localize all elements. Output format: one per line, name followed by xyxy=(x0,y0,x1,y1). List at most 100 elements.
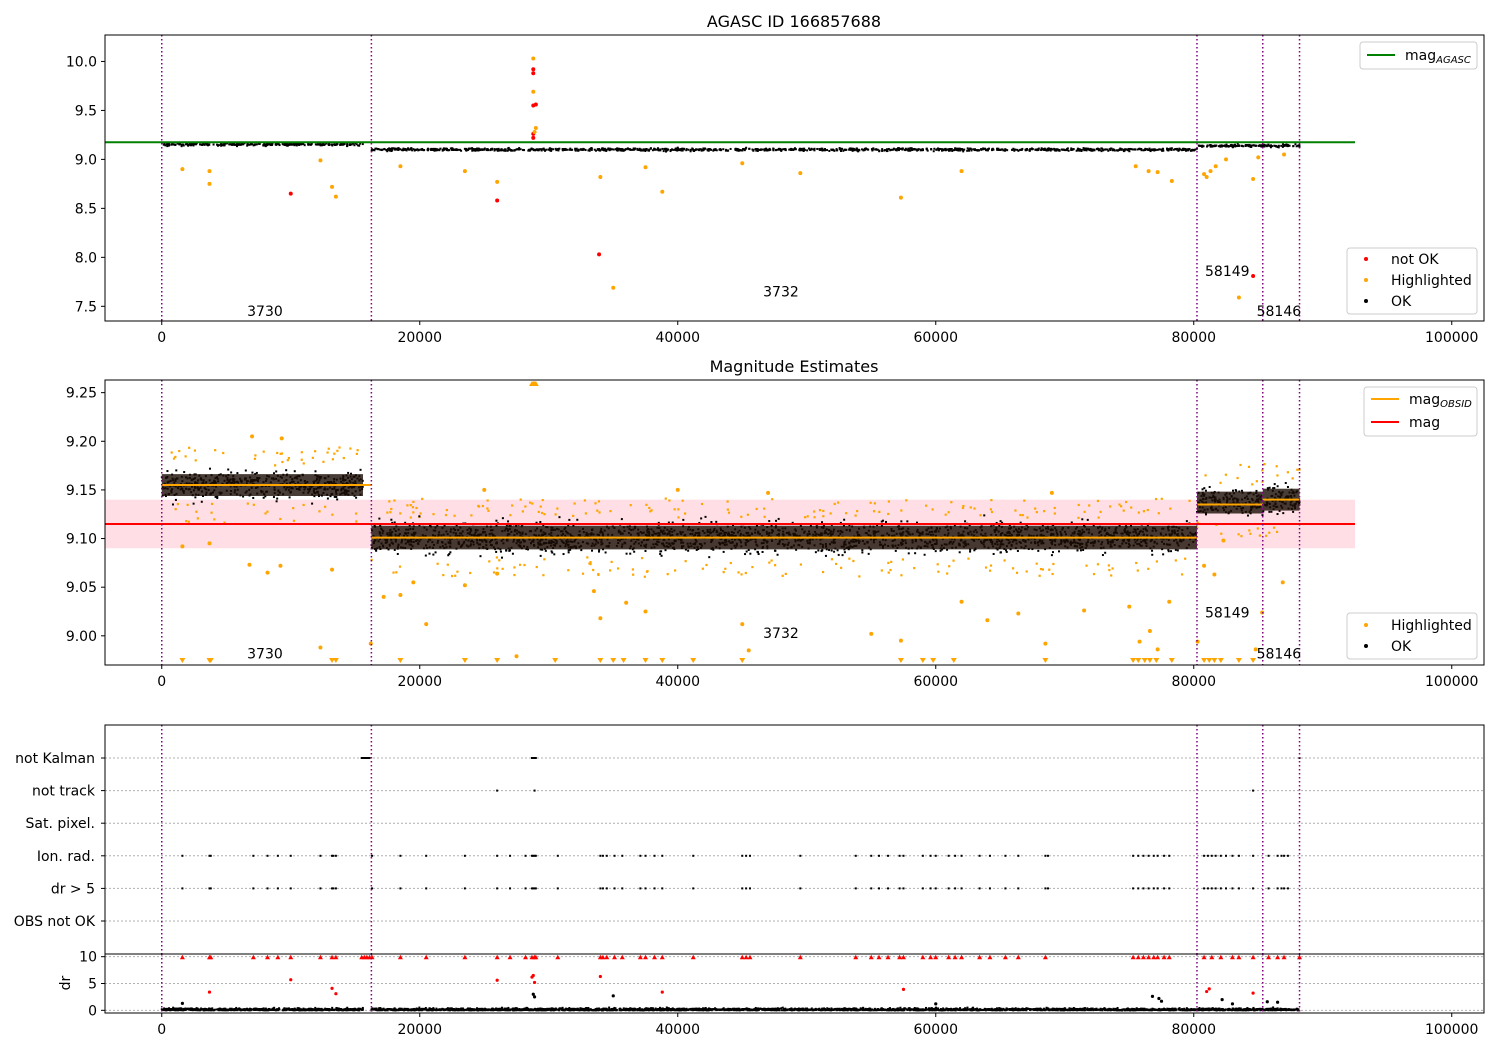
highlighted-point xyxy=(952,559,955,562)
ok-point xyxy=(810,147,813,150)
highlighted-point xyxy=(1224,473,1227,476)
highlighted-point xyxy=(813,510,816,513)
ok-point xyxy=(1195,147,1198,150)
ok-point xyxy=(968,524,971,527)
highlighted-point xyxy=(556,507,559,510)
ok-point xyxy=(205,143,208,146)
ok-point xyxy=(892,147,895,150)
highlighted-point xyxy=(486,499,489,502)
ok-point xyxy=(836,549,839,552)
highlighted-point xyxy=(180,167,185,172)
highlighted-point xyxy=(645,570,649,573)
ok-point xyxy=(1201,488,1204,491)
highlighted-point xyxy=(597,572,600,576)
ok-point xyxy=(842,149,845,152)
ok-point xyxy=(745,550,748,553)
ok-point xyxy=(1231,145,1234,148)
ok-point xyxy=(1006,149,1009,152)
ok-point xyxy=(712,548,715,551)
ok-point xyxy=(800,147,803,150)
ok-point xyxy=(782,148,785,151)
ok-point xyxy=(182,143,185,146)
ok-point xyxy=(765,148,768,151)
highlighted-point xyxy=(411,580,416,585)
ok-point xyxy=(562,148,565,151)
ok-point xyxy=(892,148,895,151)
ok-point xyxy=(550,147,553,150)
ok-point xyxy=(766,149,769,152)
ok-point xyxy=(343,142,346,145)
ok-point xyxy=(714,148,717,151)
ok-point xyxy=(1189,149,1192,152)
ok-point xyxy=(752,149,755,152)
highlighted-point xyxy=(311,456,314,459)
ok-point xyxy=(1267,144,1270,147)
ok-point xyxy=(824,147,827,150)
highlighted-point xyxy=(318,510,321,513)
ok-point xyxy=(1296,144,1299,147)
highlighted-point xyxy=(979,514,982,517)
ok-point xyxy=(1036,149,1039,152)
ok-point xyxy=(298,143,301,146)
ok-point xyxy=(1080,149,1083,152)
ok-point xyxy=(313,495,316,498)
highlighted-point xyxy=(1016,611,1021,616)
highlighted-point xyxy=(878,510,881,514)
ok-point xyxy=(1148,147,1151,150)
highlighted-point xyxy=(624,600,629,605)
ok-point xyxy=(1012,147,1015,150)
ok-point xyxy=(878,149,881,152)
ok-point xyxy=(671,521,674,524)
ok-point xyxy=(710,521,713,524)
ok-point xyxy=(1208,485,1211,488)
highlighted-point xyxy=(768,561,771,564)
ok-point xyxy=(1262,510,1265,513)
ok-point xyxy=(1238,144,1241,147)
highlighted-point xyxy=(462,169,467,174)
ok-point xyxy=(894,149,897,152)
highlighted-point xyxy=(1035,511,1038,514)
ok-point xyxy=(1276,145,1279,148)
ok-point xyxy=(1156,148,1159,151)
highlighted-point xyxy=(887,571,890,574)
ok-point xyxy=(505,524,508,527)
ok-point xyxy=(854,148,857,151)
ok-point xyxy=(1268,510,1271,513)
ok-point xyxy=(330,143,333,146)
ok-point xyxy=(818,148,821,151)
ok-point xyxy=(784,148,787,151)
ok-point xyxy=(709,148,712,151)
highlighted-point xyxy=(1221,538,1226,543)
ok-point xyxy=(264,145,267,148)
highlighted-point xyxy=(262,450,265,453)
highlighted-point xyxy=(1204,175,1209,180)
ok-point xyxy=(1191,148,1194,151)
ok-point xyxy=(282,143,285,146)
ok-point xyxy=(1268,144,1271,147)
ok-point xyxy=(1199,144,1202,147)
x-tick-label: 60000 xyxy=(913,330,958,346)
highlighted-point xyxy=(1251,176,1256,181)
ok-point xyxy=(568,148,571,151)
ok-point xyxy=(1194,148,1197,151)
ok-point xyxy=(1025,148,1028,151)
highlighted-point xyxy=(406,504,409,507)
highlighted-point xyxy=(213,518,216,521)
ok-point xyxy=(659,148,662,151)
highlighted-point xyxy=(737,571,740,574)
highlighted-point xyxy=(1220,532,1223,535)
ok-point xyxy=(347,471,350,474)
ok-point xyxy=(287,143,290,146)
ok-point xyxy=(314,470,317,473)
ok-point xyxy=(1140,148,1143,151)
ok-point xyxy=(486,148,489,151)
ok-point xyxy=(217,144,220,147)
ok-point xyxy=(996,147,999,150)
ok-point xyxy=(1003,149,1006,152)
highlighted-point xyxy=(1120,505,1123,508)
ok-point xyxy=(798,149,801,152)
ok-point xyxy=(712,149,715,152)
ok-point xyxy=(1109,147,1112,150)
ok-point xyxy=(164,144,167,147)
ok-point xyxy=(230,143,233,146)
